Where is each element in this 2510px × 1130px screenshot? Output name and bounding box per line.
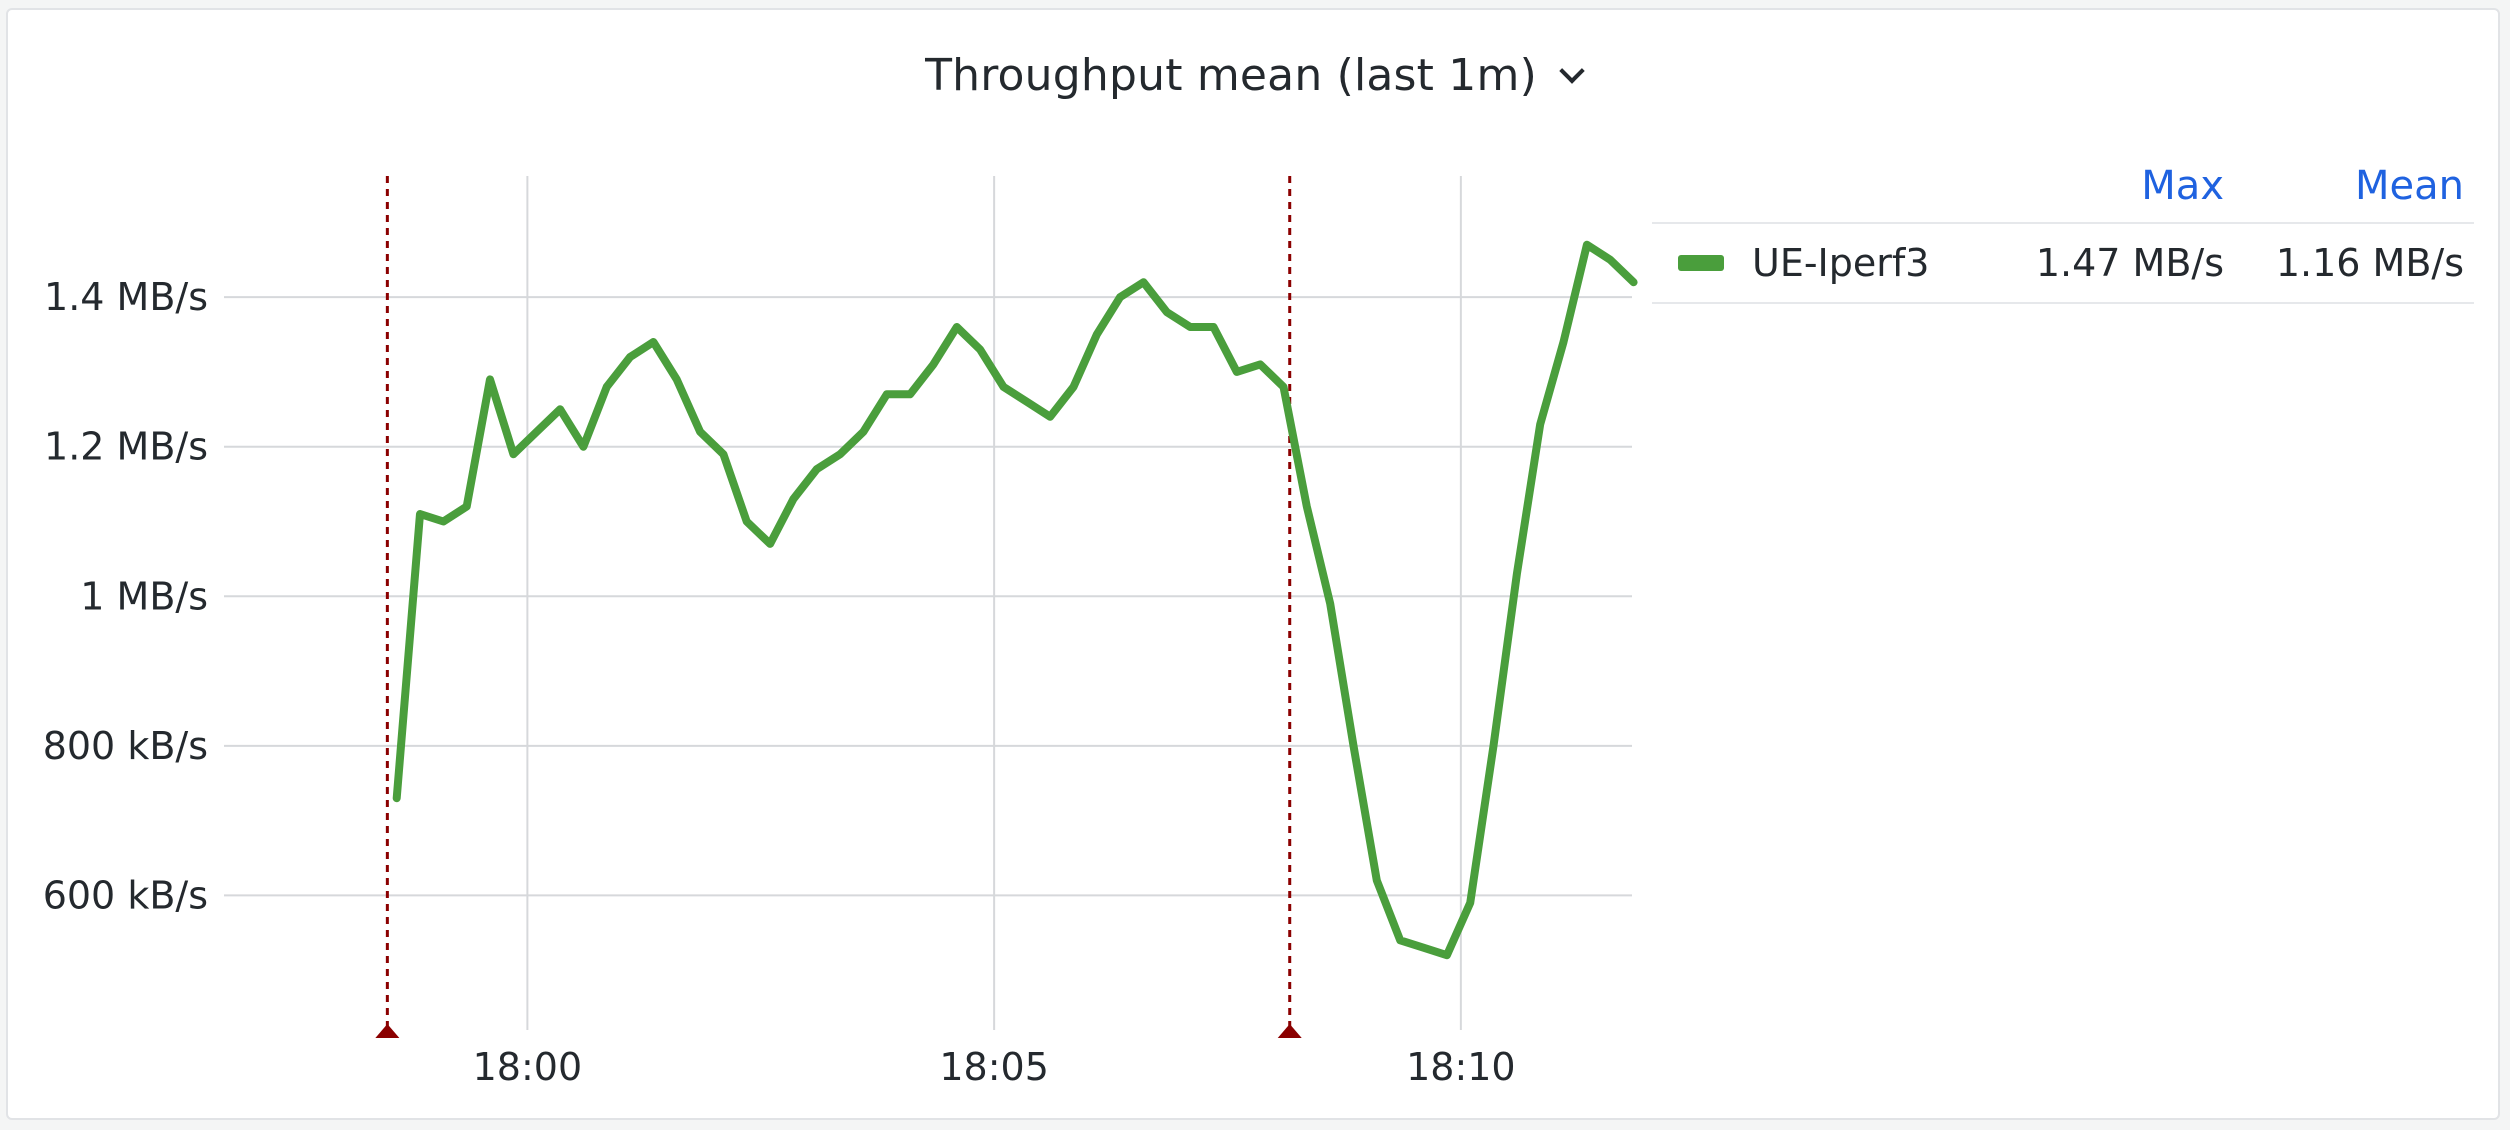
legend-value-mean: 1.16 MB/s	[2275, 241, 2464, 285]
panel-header[interactable]: Throughput mean (last 1m)	[8, 38, 2498, 112]
series-swatch[interactable]	[1678, 255, 1724, 271]
annotation-marker	[375, 1024, 400, 1038]
chart-panel: Throughput mean (last 1m)	[6, 8, 2500, 1120]
legend-column-mean[interactable]: Mean	[2355, 163, 2464, 209]
y-tick-label: 1 MB/s	[80, 574, 208, 618]
legend-column-max[interactable]: Max	[2141, 163, 2224, 209]
legend: Max Mean UE-Iperf3 1.47 MB/s 1.16 MB/s	[1652, 150, 2474, 304]
y-tick-label: 600 kB/s	[43, 873, 208, 917]
legend-value-max: 1.47 MB/s	[2035, 241, 2224, 285]
panel-title[interactable]: Throughput mean (last 1m)	[925, 49, 1537, 101]
legend-header: Max Mean	[1652, 150, 2474, 224]
x-tick-label: 18:10	[1406, 1045, 1516, 1089]
y-tick-label: 800 kB/s	[43, 724, 208, 768]
annotation-marker	[1277, 1024, 1302, 1038]
series-line-ue-iperf3	[392, 240, 1638, 960]
x-tick-label: 18:05	[939, 1045, 1049, 1089]
x-tick-label: 18:00	[473, 1045, 583, 1089]
legend-row[interactable]: UE-Iperf3 1.47 MB/s 1.16 MB/s	[1652, 224, 2474, 304]
y-tick-label: 1.4 MB/s	[44, 275, 208, 319]
y-tick-label: 1.2 MB/s	[44, 425, 208, 469]
legend-series-name[interactable]: UE-Iperf3	[1752, 241, 1930, 285]
